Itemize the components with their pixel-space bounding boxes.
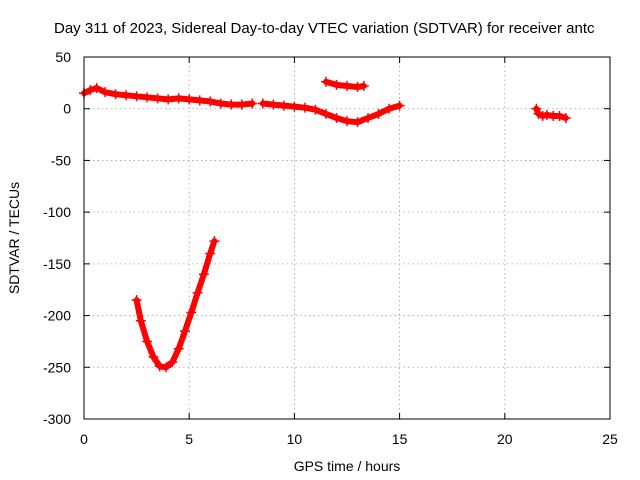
x-tick-label: 10 [287, 431, 303, 447]
data-point [384, 103, 395, 114]
y-tick-label: 0 [63, 101, 71, 117]
data-point [152, 93, 163, 104]
y-tick-label: -150 [43, 256, 71, 272]
data-point [215, 98, 226, 109]
data-point [533, 108, 544, 119]
data-point [131, 91, 142, 102]
grid-lines [84, 57, 610, 419]
data-point [226, 99, 237, 110]
y-axis-label: SDTVAR / TECUs [6, 182, 22, 294]
data-point [358, 80, 369, 91]
y-tick-label: -250 [43, 359, 71, 375]
data-point [198, 269, 209, 280]
data-point [352, 117, 363, 128]
axis-ticks: 0 5 10 15 20 25 50 0 -50 -100 -150 -200 -250 -300 [43, 49, 618, 447]
data-point [110, 89, 121, 100]
data-point [299, 102, 310, 113]
data-point [91, 83, 102, 94]
y-tick-label: 50 [55, 49, 71, 65]
data-series [79, 76, 571, 373]
data-point [537, 110, 548, 121]
data-point [154, 361, 165, 372]
data-point [184, 94, 195, 105]
x-tick-label: 5 [185, 431, 193, 447]
x-axis-label: GPS time / hours [294, 458, 401, 474]
data-point [352, 81, 363, 92]
data-point [167, 357, 178, 368]
data-point [363, 113, 374, 124]
y-tick-label: -200 [43, 308, 71, 324]
data-segment-4 [133, 238, 218, 371]
data-point [320, 76, 331, 87]
data-point [163, 94, 174, 105]
data-point [173, 343, 184, 354]
data-point [342, 80, 352, 91]
data-point [331, 79, 342, 90]
data-point [161, 362, 172, 373]
data-point [268, 99, 279, 110]
data-point [142, 92, 153, 103]
data-point [247, 98, 258, 109]
data-point [331, 113, 342, 124]
data-point [394, 100, 405, 111]
data-point [320, 108, 331, 119]
y-tick-label: -50 [51, 152, 71, 168]
data-point [135, 315, 146, 326]
chart-title: Day 311 of 2023, Sidereal Day-to-day VTE… [54, 20, 595, 37]
data-point [194, 95, 205, 106]
data-point [310, 104, 321, 115]
data-point [342, 116, 352, 127]
data-point [173, 93, 184, 104]
data-point [373, 108, 384, 119]
data-point [148, 351, 159, 362]
x-tick-label: 15 [392, 431, 408, 447]
data-point [121, 90, 132, 101]
data-point [236, 99, 247, 110]
data-point [192, 287, 203, 298]
data-point [541, 109, 552, 120]
data-point [100, 87, 111, 98]
data-point [560, 113, 571, 124]
data-point [85, 85, 96, 96]
data-point [278, 100, 289, 111]
plot-frame [83, 56, 611, 420]
data-point [186, 307, 197, 318]
y-tick-label: -300 [43, 411, 71, 427]
data-point [209, 236, 220, 247]
y-tick-label: -100 [43, 204, 71, 220]
data-point [142, 336, 153, 347]
data-point [257, 98, 268, 109]
data-point [554, 110, 565, 121]
data-point [131, 295, 142, 306]
data-point [289, 101, 300, 112]
data-point [531, 103, 542, 114]
data-point [205, 248, 216, 259]
data-point [179, 326, 190, 337]
x-tick-label: 0 [80, 431, 88, 447]
x-tick-label: 25 [602, 431, 618, 447]
x-tick-label: 20 [497, 431, 513, 447]
data-point [205, 96, 216, 107]
